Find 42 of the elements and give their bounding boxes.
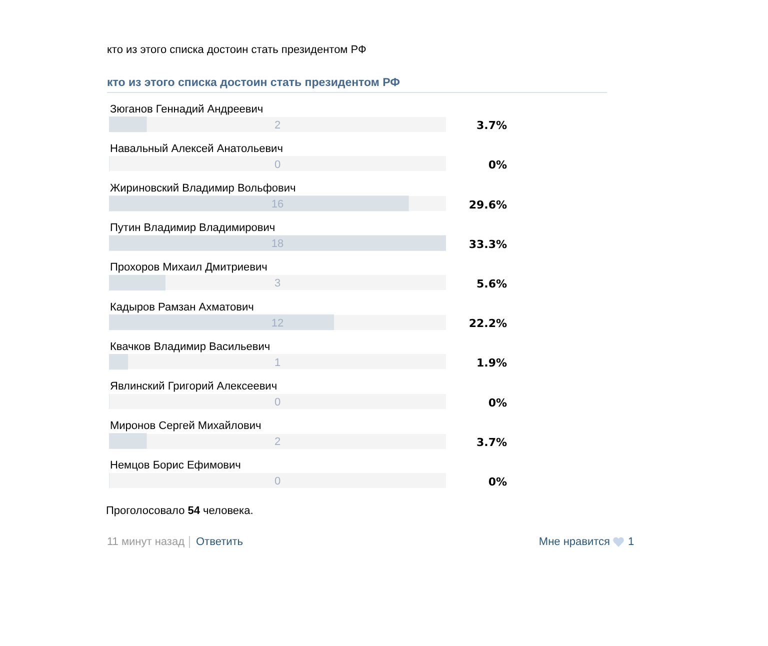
text: 0% <box>488 158 507 172</box>
text: 29.6% <box>468 198 507 212</box>
data-label: 16 <box>271 198 284 211</box>
text: 22.2% <box>468 317 507 330</box>
y-tick-label: Зюганов Геннадий Андреевич <box>110 103 264 116</box>
text: 33.3% <box>468 238 507 251</box>
bar <box>109 235 446 251</box>
y-tick-label: Жириновский Владимир Вольфович <box>110 182 296 195</box>
y-tick-label: Прохоров Михаил Дмитриевич <box>110 262 268 274</box>
text: кто из этого списка достоин стать президентом РФ <box>107 44 366 57</box>
data-label: 2 <box>274 436 281 448</box>
y-tick-label: Немцов Борис Ефимович <box>110 460 241 472</box>
y-tick-label: Квачков Владимир Васильевич <box>110 340 270 353</box>
y-tick-label: Явлинский Григорий Алексеевич <box>110 380 278 392</box>
data-label: 12 <box>271 317 284 330</box>
bar <box>109 354 128 370</box>
text: 0% <box>488 475 507 488</box>
text: 5.6% <box>476 278 507 291</box>
y-tick-label: Миронов Сергей Михайлович <box>110 420 262 432</box>
text: 3.7% <box>476 119 507 132</box>
y-tick-label: Путин Владимир Владимирович <box>110 222 276 234</box>
data-label: 0 <box>274 476 281 488</box>
text: 3.7% <box>476 436 507 449</box>
text: Проголосовало 54 человека. <box>106 505 254 518</box>
text: 1.9% <box>476 356 507 370</box>
data-label: 2 <box>274 119 281 132</box>
chart-title: кто из этого списка достоин стать президентом РФ <box>107 77 607 93</box>
data-label: 3 <box>274 278 281 290</box>
bar <box>109 274 166 290</box>
data-label: 18 <box>271 238 284 250</box>
data-label: 0 <box>274 158 281 171</box>
text: 1 <box>628 536 634 549</box>
y-tick-label: Кадыров Рамзан Ахматович <box>110 301 254 314</box>
data-label: 1 <box>274 356 281 369</box>
bar <box>109 433 147 449</box>
text: Ответить <box>196 536 244 549</box>
bar <box>109 116 147 132</box>
text: 0% <box>488 396 507 410</box>
text: 11 минут назад <box>107 536 184 549</box>
data-label: 0 <box>274 396 281 408</box>
y-tick-label: Навальный Алексей Анатольевич <box>110 142 283 155</box>
text: Мне нравится <box>538 536 610 549</box>
